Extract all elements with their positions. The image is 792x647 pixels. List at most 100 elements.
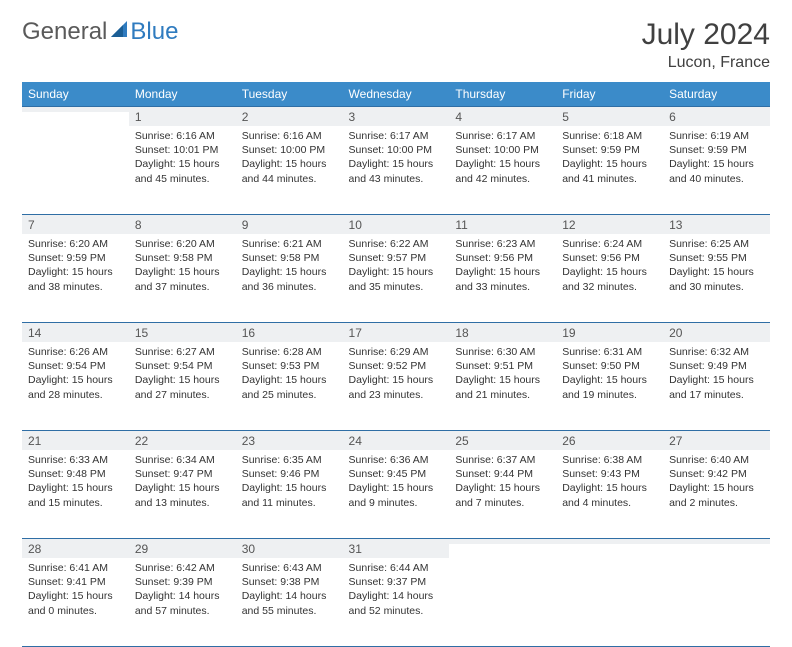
- day-number: 22: [129, 430, 236, 450]
- day-number: 26: [556, 430, 663, 450]
- day-info-line: and 57 minutes.: [135, 604, 230, 618]
- day-info-line: and 37 minutes.: [135, 280, 230, 294]
- day-number: 28: [22, 538, 129, 558]
- day-info-line: Daylight: 15 hours: [455, 157, 550, 171]
- day-number: 24: [343, 430, 450, 450]
- day-number: 3: [343, 106, 450, 126]
- day-info-line: and 21 minutes.: [455, 388, 550, 402]
- day-info-line: and 41 minutes.: [562, 172, 657, 186]
- dow-header: Monday: [129, 82, 236, 106]
- day-info-line: and 52 minutes.: [349, 604, 444, 618]
- day-info-line: Sunset: 9:55 PM: [669, 251, 764, 265]
- dow-header: Sunday: [22, 82, 129, 106]
- day-info-line: Sunset: 9:49 PM: [669, 359, 764, 373]
- day-cell: Sunrise: 6:27 AMSunset: 9:54 PMDaylight:…: [129, 342, 236, 406]
- day-info-line: Daylight: 15 hours: [242, 373, 337, 387]
- day-info-line: Sunrise: 6:27 AM: [135, 345, 230, 359]
- location: Lucon, France: [642, 54, 770, 72]
- calendar-body: 123456Sunrise: 6:16 AMSunset: 10:01 PMDa…: [22, 106, 770, 646]
- day-cell: Sunrise: 6:32 AMSunset: 9:49 PMDaylight:…: [663, 342, 770, 406]
- dow-header: Tuesday: [236, 82, 343, 106]
- day-info-line: Sunrise: 6:21 AM: [242, 237, 337, 251]
- day-number: 18: [449, 322, 556, 342]
- day-info-line: and 13 minutes.: [135, 496, 230, 510]
- day-number: 19: [556, 322, 663, 342]
- day-info-line: Daylight: 15 hours: [669, 373, 764, 387]
- day-info-line: Sunset: 9:38 PM: [242, 575, 337, 589]
- day-info-line: Daylight: 15 hours: [455, 373, 550, 387]
- day-number: 8: [129, 214, 236, 234]
- day-number: 4: [449, 106, 556, 126]
- day-info-line: Daylight: 15 hours: [135, 265, 230, 279]
- day-info-line: Sunrise: 6:34 AM: [135, 453, 230, 467]
- day-info-line: and 43 minutes.: [349, 172, 444, 186]
- day-info-line: and 40 minutes.: [669, 172, 764, 186]
- day-info-line: and 33 minutes.: [455, 280, 550, 294]
- day-info-line: Sunset: 9:54 PM: [28, 359, 123, 373]
- day-info-line: Sunrise: 6:22 AM: [349, 237, 444, 251]
- day-info-line: Sunrise: 6:20 AM: [28, 237, 123, 251]
- day-info-line: Sunrise: 6:17 AM: [349, 129, 444, 143]
- day-cell: Sunrise: 6:17 AMSunset: 10:00 PMDaylight…: [449, 126, 556, 190]
- day-info-line: Daylight: 14 hours: [349, 589, 444, 603]
- day-info-line: Sunset: 9:47 PM: [135, 467, 230, 481]
- day-info-line: Sunset: 9:51 PM: [455, 359, 550, 373]
- logo-text-general: General: [22, 18, 107, 46]
- logo: General Blue: [22, 18, 178, 46]
- day-info-line: Sunset: 9:59 PM: [562, 143, 657, 157]
- day-cell: Sunrise: 6:21 AMSunset: 9:58 PMDaylight:…: [236, 234, 343, 298]
- day-info-line: Daylight: 15 hours: [135, 373, 230, 387]
- day-number: [449, 538, 556, 544]
- day-cell: Sunrise: 6:41 AMSunset: 9:41 PMDaylight:…: [22, 558, 129, 622]
- day-info-line: and 44 minutes.: [242, 172, 337, 186]
- day-cell: Sunrise: 6:33 AMSunset: 9:48 PMDaylight:…: [22, 450, 129, 514]
- day-cell: Sunrise: 6:18 AMSunset: 9:59 PMDaylight:…: [556, 126, 663, 190]
- day-cell: Sunrise: 6:44 AMSunset: 9:37 PMDaylight:…: [343, 558, 450, 622]
- day-info-line: and 32 minutes.: [562, 280, 657, 294]
- day-info-line: Sunrise: 6:18 AM: [562, 129, 657, 143]
- day-info-line: and 11 minutes.: [242, 496, 337, 510]
- day-number: 2: [236, 106, 343, 126]
- day-cell: [663, 558, 770, 565]
- day-number: 10: [343, 214, 450, 234]
- day-cell: Sunrise: 6:34 AMSunset: 9:47 PMDaylight:…: [129, 450, 236, 514]
- day-number: 6: [663, 106, 770, 126]
- day-info-line: Sunset: 9:56 PM: [562, 251, 657, 265]
- day-info-line: Sunrise: 6:44 AM: [349, 561, 444, 575]
- day-info-line: Sunrise: 6:35 AM: [242, 453, 337, 467]
- day-number: 16: [236, 322, 343, 342]
- day-info-line: Sunrise: 6:32 AM: [669, 345, 764, 359]
- day-info-line: Sunrise: 6:40 AM: [669, 453, 764, 467]
- month-title: July 2024: [642, 18, 770, 52]
- day-info-line: Sunset: 9:44 PM: [455, 467, 550, 481]
- day-info-line: Sunrise: 6:28 AM: [242, 345, 337, 359]
- day-number: 12: [556, 214, 663, 234]
- day-cell: Sunrise: 6:28 AMSunset: 9:53 PMDaylight:…: [236, 342, 343, 406]
- day-info-line: Sunset: 10:00 PM: [455, 143, 550, 157]
- day-info-line: Daylight: 14 hours: [135, 589, 230, 603]
- day-number: 30: [236, 538, 343, 558]
- day-info-line: Daylight: 15 hours: [242, 157, 337, 171]
- day-info-line: Sunrise: 6:42 AM: [135, 561, 230, 575]
- day-number: 25: [449, 430, 556, 450]
- day-info-line: Sunrise: 6:20 AM: [135, 237, 230, 251]
- day-info-line: Daylight: 15 hours: [135, 157, 230, 171]
- day-info-line: and 19 minutes.: [562, 388, 657, 402]
- day-info-line: Sunset: 9:42 PM: [669, 467, 764, 481]
- day-cell: Sunrise: 6:22 AMSunset: 9:57 PMDaylight:…: [343, 234, 450, 298]
- day-number: 11: [449, 214, 556, 234]
- day-info-line: Sunset: 9:59 PM: [28, 251, 123, 265]
- day-number: 17: [343, 322, 450, 342]
- day-info-line: Sunset: 9:45 PM: [349, 467, 444, 481]
- day-number: 14: [22, 322, 129, 342]
- day-info-line: Sunrise: 6:33 AM: [28, 453, 123, 467]
- day-cell: Sunrise: 6:30 AMSunset: 9:51 PMDaylight:…: [449, 342, 556, 406]
- day-cell: Sunrise: 6:24 AMSunset: 9:56 PMDaylight:…: [556, 234, 663, 298]
- day-info-line: Sunrise: 6:16 AM: [135, 129, 230, 143]
- day-info-line: and 9 minutes.: [349, 496, 444, 510]
- day-info-line: and 17 minutes.: [669, 388, 764, 402]
- day-cell: Sunrise: 6:17 AMSunset: 10:00 PMDaylight…: [343, 126, 450, 190]
- day-cell: [22, 126, 129, 133]
- day-info-line: Sunrise: 6:25 AM: [669, 237, 764, 251]
- day-number: 13: [663, 214, 770, 234]
